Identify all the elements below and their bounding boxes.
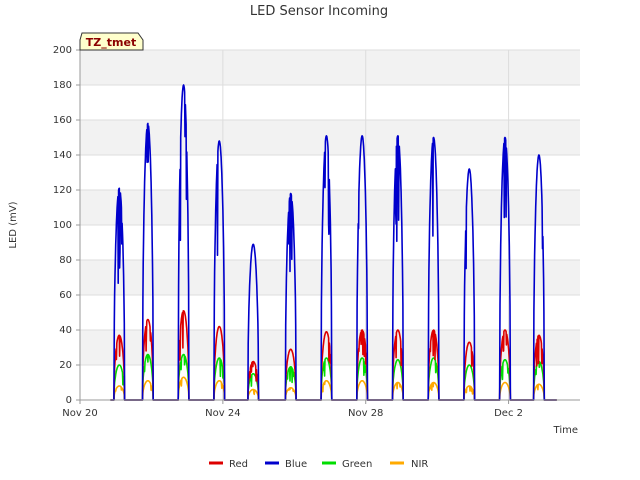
legend-label-blue: Blue xyxy=(285,459,307,470)
y-tick-label: 100 xyxy=(53,220,72,231)
x-tick-label: Nov 28 xyxy=(348,408,383,419)
x-tick-label: Nov 24 xyxy=(205,408,240,419)
plot-band xyxy=(80,85,580,120)
y-tick-label: 80 xyxy=(59,255,72,266)
plot-band xyxy=(80,120,580,155)
legend-label-nir: NIR xyxy=(411,459,428,470)
y-tick-label: 160 xyxy=(53,115,72,126)
legend-label-red: Red xyxy=(229,459,248,470)
y-tick-label: 20 xyxy=(59,360,72,371)
y-axis-label: LED (mV) xyxy=(8,201,19,248)
legend-label-green: Green xyxy=(342,459,372,470)
plot-band xyxy=(80,295,580,330)
site-badge: TZ_tmet xyxy=(79,32,144,51)
legend: Red Blue Green NIR xyxy=(209,459,428,470)
y-tick-label: 200 xyxy=(53,45,72,56)
y-tick-label: 40 xyxy=(59,325,72,336)
x-tick-label: Dec 2 xyxy=(494,408,523,419)
x-tick-label: Nov 20 xyxy=(62,408,97,419)
plot-band xyxy=(80,260,580,295)
y-axis-ticks: 0 20 40 60 80 100 120 140 160 180 200 xyxy=(53,45,80,406)
x-axis-label: Time xyxy=(553,425,578,436)
y-tick-label: 140 xyxy=(53,150,72,161)
x-axis-ticks: Nov 20 Nov 24 Nov 28 Dec 2 xyxy=(62,400,523,419)
chart-title: LED Sensor Incoming xyxy=(250,4,388,19)
y-tick-label: 180 xyxy=(53,80,72,91)
y-tick-label: 120 xyxy=(53,185,72,196)
badge-label: TZ_tmet xyxy=(86,36,136,49)
plot-band xyxy=(80,50,580,85)
badge-shape xyxy=(79,32,144,51)
y-tick-label: 0 xyxy=(66,395,72,406)
y-tick-label: 60 xyxy=(59,290,72,301)
